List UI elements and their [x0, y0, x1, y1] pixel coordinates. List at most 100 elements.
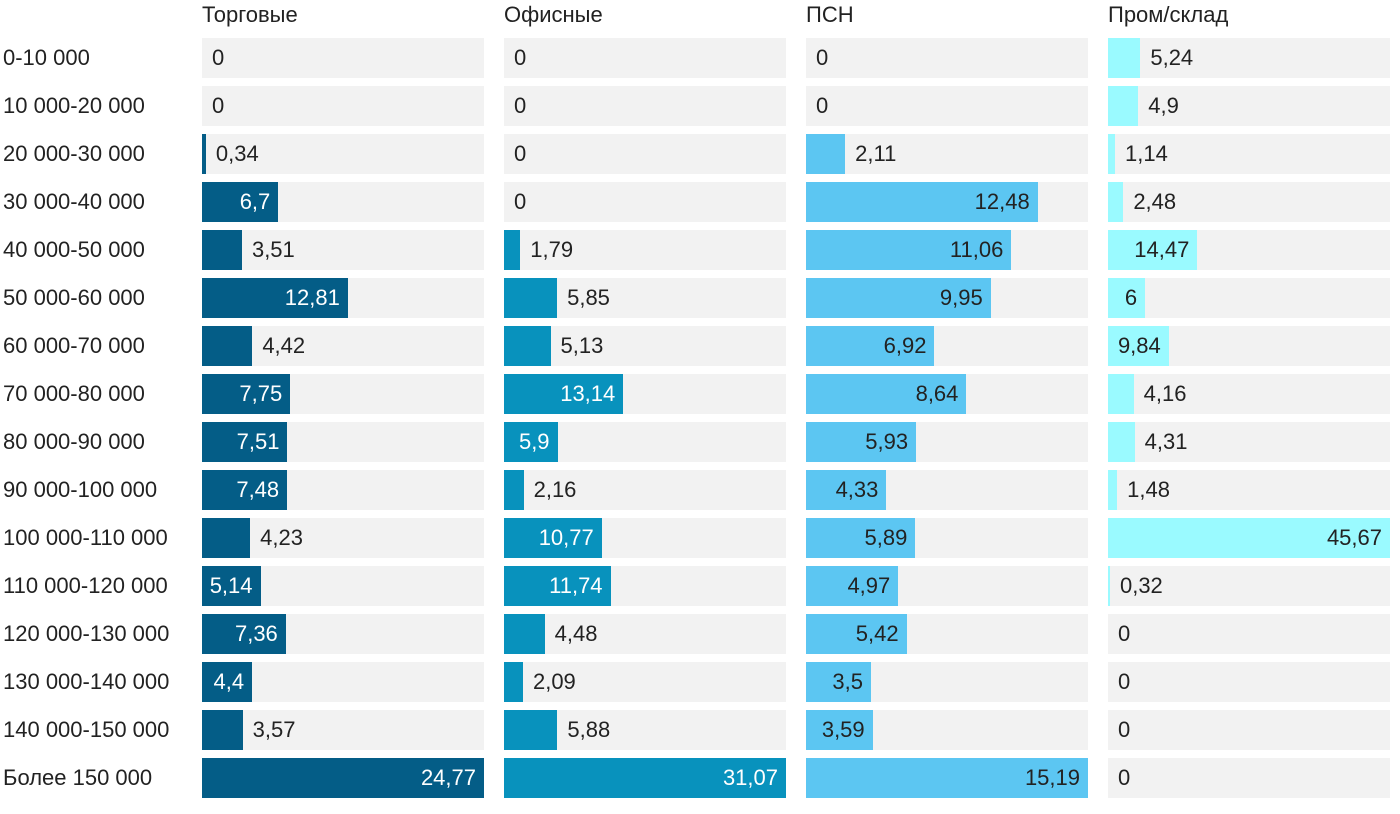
bar [504, 374, 624, 414]
data-label: 2,09 [532, 669, 576, 694]
bar-track: 12,81 [202, 278, 484, 318]
bar-track: 9,95 [806, 278, 1088, 318]
data-label: 3,57 [252, 717, 296, 742]
data-label: 5,89 [864, 525, 908, 550]
category-label: 30 000-40 000 [3, 189, 145, 214]
bar-track: 2,11 [806, 134, 1088, 174]
bar-track: 0 [504, 182, 786, 222]
data-label: 4,16 [1143, 381, 1187, 406]
bar [806, 710, 873, 750]
bar [806, 614, 907, 654]
data-label: 11,74 [549, 573, 603, 598]
bar-track: 31,07 [504, 758, 786, 798]
data-label: 3,59 [821, 717, 865, 742]
data-label: 0 [1118, 717, 1131, 742]
category-label: 60 000-70 000 [3, 333, 145, 358]
data-label: 3,5 [832, 669, 863, 694]
data-label: 3,51 [251, 237, 295, 262]
data-label: 5,85 [567, 285, 610, 310]
bar [202, 182, 279, 222]
bar [806, 374, 967, 414]
bar [806, 566, 899, 606]
bar-track: 6,7 [202, 182, 484, 222]
bar [806, 230, 1012, 270]
bar-track: 4,4 [202, 662, 484, 702]
category-label: 110 000-120 000 [3, 573, 168, 598]
bar [504, 470, 524, 510]
data-label: 0 [212, 45, 225, 70]
data-label: 1,14 [1125, 141, 1168, 166]
bar [1108, 38, 1141, 78]
data-label: 0 [514, 93, 527, 118]
bar-track: 4,9 [1108, 86, 1390, 126]
bar-track: 8,64 [806, 374, 1088, 414]
data-label: 31,07 [722, 765, 778, 790]
bar-track: 3,57 [202, 710, 484, 750]
bar [504, 710, 558, 750]
category-label: 140 000-150 000 [3, 717, 170, 742]
bar-track: 5,9 [504, 422, 786, 462]
data-label: 5,93 [865, 429, 909, 454]
data-label: 14,47 [1134, 237, 1190, 262]
bar-track: 5,85 [504, 278, 786, 318]
bar-track: 5,89 [806, 518, 1088, 558]
category-label: 50 000-60 000 [3, 285, 145, 310]
category-label: 120 000-130 000 [3, 621, 170, 646]
category-label: 80 000-90 000 [3, 429, 145, 454]
bar [806, 134, 846, 174]
category-label: Более 150 000 [3, 765, 153, 790]
bar [504, 662, 523, 702]
bar [202, 614, 286, 654]
bar-track: 3,51 [202, 230, 484, 270]
bar [202, 758, 484, 798]
data-label: 0 [514, 189, 527, 214]
bar [1108, 134, 1116, 174]
bar-track: 4,48 [504, 614, 786, 654]
data-label: 4,23 [260, 525, 303, 550]
bar-track: 3,59 [806, 710, 1088, 750]
bar [202, 710, 243, 750]
bar [806, 518, 916, 558]
bar-track: 3,5 [806, 662, 1088, 702]
bar-track: 0 [1108, 662, 1390, 702]
bar-track: 0 [806, 86, 1088, 126]
bar-track: 5,14 [202, 566, 484, 606]
bar-track: 15,19 [806, 758, 1088, 798]
bar [202, 374, 291, 414]
data-label: 5,24 [1150, 45, 1194, 70]
bar [806, 182, 1038, 222]
data-label: 0 [1118, 765, 1131, 790]
bar [504, 566, 611, 606]
bar [1108, 326, 1169, 366]
bar [1108, 182, 1124, 222]
data-label: 5,14 [209, 573, 253, 598]
bar-track: 4,97 [806, 566, 1088, 606]
data-label: 4,9 [1148, 93, 1179, 118]
bar-track: 0 [1108, 758, 1390, 798]
bar-track: 5,93 [806, 422, 1088, 462]
data-label: 10,77 [538, 525, 594, 550]
data-label: 24,77 [420, 765, 476, 790]
bar-track: 7,36 [202, 614, 484, 654]
category-label: 40 000-50 000 [3, 237, 145, 262]
bar-track: 5,13 [504, 326, 786, 366]
data-label: 0 [1118, 621, 1131, 646]
data-label: 0,32 [1119, 573, 1163, 598]
bar [1108, 230, 1198, 270]
bar-track: 6,92 [806, 326, 1088, 366]
bar [1108, 86, 1139, 126]
bar-track: 14,47 [1108, 230, 1390, 270]
bar-track: 9,84 [1108, 326, 1390, 366]
bar-track: 4,33 [806, 470, 1088, 510]
bar [504, 758, 786, 798]
bar-track: 0 [504, 134, 786, 174]
data-label: 0 [514, 45, 527, 70]
data-label: 4,33 [835, 477, 879, 502]
bar-track: 7,75 [202, 374, 484, 414]
bar-track: 24,77 [202, 758, 484, 798]
bar [806, 470, 887, 510]
data-label: 5,13 [560, 333, 604, 358]
bar-track: 4,31 [1108, 422, 1390, 462]
data-label: 7,36 [234, 621, 278, 646]
